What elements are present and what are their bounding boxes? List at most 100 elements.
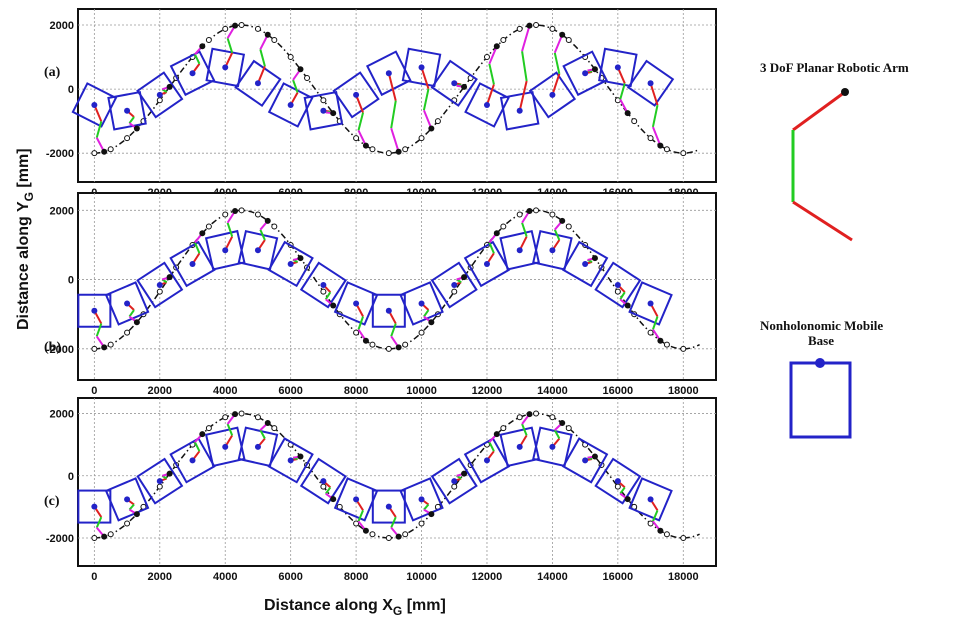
end-effector	[166, 274, 173, 281]
base-marker	[451, 80, 458, 87]
path-waypoint	[124, 520, 131, 527]
mobile-base	[401, 47, 442, 88]
arm-link-2	[521, 222, 528, 237]
path-waypoint	[205, 37, 212, 44]
x-tick-label: 0	[91, 385, 97, 397]
path-waypoint	[353, 520, 360, 527]
path-waypoint	[271, 37, 278, 44]
legend-base-title-2: Base	[808, 333, 834, 348]
mobile-base	[136, 261, 184, 309]
x-tick-label: 4000	[213, 571, 237, 583]
end-effector	[232, 411, 239, 418]
path-waypoint	[631, 118, 638, 125]
path-waypoint	[385, 150, 392, 157]
arm-link-2	[422, 88, 430, 111]
path-waypoint	[156, 97, 163, 104]
end-effector	[461, 470, 468, 477]
path-waypoint	[385, 535, 392, 541]
arm-link-2	[652, 509, 659, 522]
arm-link-2	[226, 423, 234, 436]
mobile-base	[628, 477, 673, 522]
mobile-base	[332, 71, 380, 119]
end-effector	[133, 125, 140, 132]
base-marker	[320, 281, 327, 288]
y-tick-label: 2000	[50, 205, 74, 217]
end-effector	[657, 337, 664, 344]
arm-link-3	[521, 25, 531, 52]
base-marker	[287, 260, 294, 267]
arm-link-2	[521, 423, 528, 436]
arm-link-1	[486, 84, 495, 106]
mobile-base	[430, 261, 478, 309]
end-effector	[559, 31, 566, 38]
x-tick-label: 10000	[406, 571, 437, 583]
panel-label: (c)	[44, 494, 60, 509]
path-waypoint	[533, 207, 540, 214]
end-effector	[591, 453, 598, 460]
y-tick-label: 0	[68, 275, 74, 287]
base-marker	[254, 247, 261, 254]
base-marker	[483, 457, 490, 464]
end-effector	[493, 230, 500, 237]
end-effector	[493, 43, 500, 50]
path-waypoint	[680, 150, 687, 157]
path-waypoint	[91, 150, 98, 157]
mobile-base	[463, 240, 511, 288]
path-waypoint	[254, 211, 261, 218]
base-marker	[418, 300, 425, 307]
x-tick-label: 6000	[278, 385, 302, 397]
arm-link-2	[488, 242, 495, 254]
path-waypoint	[451, 288, 458, 295]
base-marker	[647, 300, 654, 307]
base-marker	[614, 64, 621, 71]
arm-link-2	[95, 516, 103, 529]
legend-arm-link-1	[792, 90, 846, 132]
mobile-base	[561, 240, 609, 288]
mobile-base	[598, 47, 638, 88]
arm-link-2	[423, 503, 430, 511]
panel-a: 0200040006000800010000120001400016000180…	[44, 8, 717, 199]
path-waypoint	[418, 520, 425, 527]
legend: 3 DoF Planar Robotic Arm Nonholonomic Mo…	[760, 60, 909, 439]
arm-link-3	[390, 127, 400, 153]
path-waypoint	[549, 414, 556, 421]
base-marker	[353, 91, 360, 98]
path-waypoint	[663, 341, 670, 348]
base-marker	[483, 101, 490, 108]
base-marker	[353, 300, 360, 307]
mobile-base	[430, 59, 478, 107]
y-tick-label: 0	[68, 84, 74, 96]
path-waypoint	[647, 135, 654, 142]
x-tick-label: 0	[91, 571, 97, 583]
end-effector	[428, 125, 435, 132]
path-waypoint	[500, 425, 507, 432]
arm-link-2	[390, 323, 397, 337]
end-effector	[330, 110, 337, 117]
end-effector	[395, 344, 402, 351]
mobile-base	[104, 477, 150, 522]
end-effector	[591, 255, 598, 262]
base-marker	[549, 247, 556, 254]
path-waypoint	[369, 531, 376, 538]
path-waypoint	[434, 118, 441, 125]
mobile-base	[562, 50, 608, 97]
panel-c: 0 2000 4000 6000 8000 10000 12000 14000 16000 180…	[44, 397, 717, 583]
end-effector	[330, 496, 337, 503]
y-tick-label: 2000	[50, 20, 74, 32]
end-effector	[330, 302, 337, 309]
arm-link-2	[553, 52, 561, 75]
arm-link-2	[128, 503, 135, 511]
path-waypoint	[222, 414, 229, 421]
path-waypoint	[91, 535, 98, 541]
arm-link-1	[355, 94, 364, 114]
x-tick-label: 6000	[278, 571, 302, 583]
path-waypoint	[680, 345, 687, 352]
path-waypoint	[647, 329, 654, 336]
arm-link-1	[518, 80, 528, 111]
arm-link-2	[423, 309, 430, 318]
path-waypoint	[254, 25, 261, 32]
base-marker	[647, 80, 654, 87]
mobile-base	[594, 457, 642, 505]
mobile-base	[371, 489, 406, 524]
